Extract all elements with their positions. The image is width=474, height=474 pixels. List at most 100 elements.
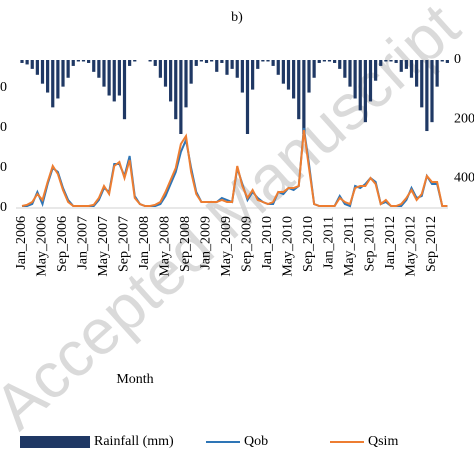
rainfall-bar: [194, 60, 198, 66]
x-tick-label: Jan_2011: [322, 216, 337, 269]
rainfall-bar: [225, 60, 229, 75]
rainfall-bar: [158, 60, 162, 78]
rainfall-bar: [358, 60, 362, 111]
chart-title: b): [231, 10, 243, 25]
x-tick-label: Sep_2011: [363, 216, 378, 271]
rainfall-bar: [307, 60, 311, 93]
rainfall-bar: [317, 60, 321, 63]
x-tick-label: May_2007: [96, 216, 111, 277]
rainfall-bar: [271, 60, 275, 66]
rainfall-bar: [66, 60, 70, 78]
rainfall-bar: [430, 60, 434, 123]
rainfall-bar: [338, 60, 342, 69]
x-tick-label: Jan_2012: [383, 216, 398, 270]
rainfall-bar: [245, 60, 250, 134]
x-tick-label: Jan_2009: [199, 216, 214, 270]
rainfall-bar: [204, 60, 209, 63]
x-tick-label: Sep_2007: [117, 216, 132, 272]
x-tick-label: Sep_2008: [178, 216, 193, 272]
rainfall-bar: [420, 60, 424, 108]
rainfall-bar: [425, 60, 429, 132]
x-tick-label: Sep_2006: [55, 216, 70, 272]
x-tick-label: Sep_2009: [240, 216, 255, 272]
rainfall-bar: [102, 60, 106, 87]
x-tick-label: Jan_2006: [14, 216, 29, 270]
rainfall-bar: [199, 60, 203, 62]
rainfall-bar: [281, 60, 285, 84]
rainfall-bar: [107, 60, 111, 96]
rainfall-bar: [445, 60, 449, 63]
rainfall-bar: [169, 60, 173, 102]
rainfall-bar: [174, 60, 178, 120]
rainfall-bar: [240, 60, 244, 93]
rainfall-bar: [117, 60, 121, 96]
rainfall-bar: [56, 60, 60, 99]
legend-label: Rainfall (mm): [94, 434, 174, 449]
rainfall-bar: [440, 60, 444, 62]
rainfall-bar: [128, 60, 132, 66]
rainfall-bar: [179, 60, 183, 134]
rainfall-bar: [404, 60, 408, 69]
rainfall-bar: [215, 60, 219, 72]
rainfall-bar: [81, 60, 86, 62]
rainfall-bar: [286, 60, 291, 90]
rainfall-bar: [61, 60, 65, 87]
rainfall-bar: [384, 60, 388, 62]
rainfall-bar: [374, 60, 378, 81]
x-tick-label: Sep_2012: [424, 216, 439, 272]
legend-swatch: [20, 436, 90, 448]
rainfall-bar: [163, 60, 168, 87]
rainfall-bar: [220, 60, 224, 63]
rainfall-bar: [353, 60, 357, 99]
rainfall-bar: [97, 60, 101, 78]
rainfall-bar: [343, 60, 347, 78]
rainfall-bar: [20, 60, 24, 63]
x-tick-label: Jan_2008: [137, 216, 152, 270]
rainfall-bar: [379, 60, 383, 66]
rainfall-bar: [30, 60, 34, 69]
x-tick-label: May_2008: [158, 216, 173, 277]
legend-label: Qob: [244, 434, 268, 449]
rainfall-bar: [327, 60, 332, 62]
rainfall-bar: [266, 60, 270, 62]
rainfall-bar: [435, 60, 439, 87]
y2-tick-label: 0: [454, 52, 461, 67]
rainfall-bar: [363, 60, 367, 123]
rainfall-bar: [333, 60, 337, 63]
legend-label: Qsim: [368, 434, 398, 449]
rainfall-bar: [122, 60, 127, 120]
rainfall-bar: [92, 60, 96, 72]
rainfall-bar: [312, 60, 316, 78]
rainfall-bar: [394, 60, 398, 63]
x-tick-label: Jan_2010: [260, 216, 275, 270]
rainfall-bar: [409, 60, 414, 78]
y-tick-label: 200: [0, 120, 7, 135]
rainfall-bar: [348, 60, 352, 87]
rainfall-bar: [25, 60, 29, 65]
y-tick-label: 0: [0, 200, 7, 215]
rainfall-bar: [297, 60, 301, 120]
rainfall-bar: [71, 60, 75, 66]
y2-tick-label: 200: [454, 111, 474, 126]
rainfall-bar: [251, 60, 255, 90]
rainfall-bar: [210, 60, 214, 62]
rainfall-bar: [189, 60, 193, 84]
rainfall-bar: [40, 60, 45, 84]
rainfall-bar: [51, 60, 55, 108]
x-tick-label: May_2012: [404, 216, 419, 277]
rainfall-bar: [148, 60, 152, 62]
rainfall-bar: [256, 60, 260, 69]
rainfall-bar: [322, 60, 326, 62]
x-tick-label: May_2011: [342, 216, 357, 276]
x-tick-label: Jan_2007: [76, 216, 91, 270]
rainfall-bar: [153, 60, 157, 66]
rainfall-bar: [399, 60, 403, 72]
x-tick-label: May_2009: [219, 216, 234, 277]
rainfall-bar: [112, 60, 116, 102]
x-tick-label: May_2006: [35, 216, 50, 277]
rainfall-bar: [415, 60, 419, 87]
y-tick-label: 300: [0, 80, 7, 95]
rainfall-bar: [292, 60, 296, 99]
